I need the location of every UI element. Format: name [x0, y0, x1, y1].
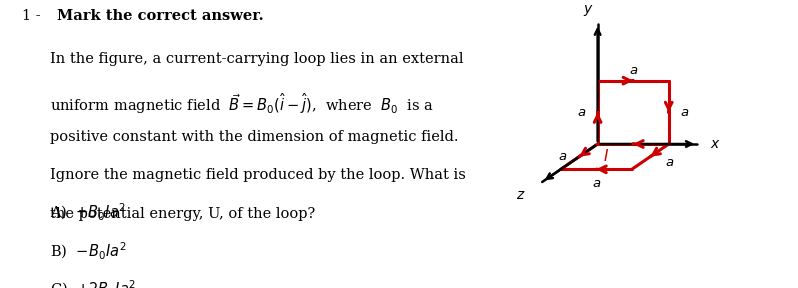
Text: $x$: $x$ — [710, 137, 721, 151]
Text: $a$: $a$ — [577, 106, 586, 119]
Text: Mark the correct answer.: Mark the correct answer. — [57, 9, 264, 23]
Text: $z$: $z$ — [516, 188, 526, 202]
Text: $a$: $a$ — [680, 106, 689, 119]
Text: $I$: $I$ — [603, 148, 609, 164]
Text: $a$: $a$ — [559, 150, 567, 163]
Text: $a$: $a$ — [591, 177, 601, 190]
Text: positive constant with the dimension of magnetic field.: positive constant with the dimension of … — [49, 130, 458, 144]
Text: B)  $-B_0Ia^2$: B) $-B_0Ia^2$ — [49, 240, 126, 262]
Text: $y$: $y$ — [583, 3, 593, 18]
Text: In the figure, a current-carrying loop lies in an external: In the figure, a current-carrying loop l… — [49, 52, 464, 66]
Text: Ignore the magnetic field produced by the loop. What is: Ignore the magnetic field produced by th… — [49, 168, 466, 183]
Text: the potential energy, U, of the loop?: the potential energy, U, of the loop? — [49, 207, 315, 221]
Text: C)  $+2B_0Ia^2$: C) $+2B_0Ia^2$ — [49, 279, 136, 288]
Text: 1 -: 1 - — [22, 9, 41, 23]
Text: A)  $+B_0Ia^2$: A) $+B_0Ia^2$ — [49, 202, 126, 223]
Text: $a$: $a$ — [629, 64, 638, 77]
Text: $a$: $a$ — [665, 156, 674, 169]
Text: uniform magnetic field  $\vec{B} = B_0(\hat{i}-\hat{j})$,  where  $B_0$  is a: uniform magnetic field $\vec{B} = B_0(\h… — [49, 91, 434, 115]
